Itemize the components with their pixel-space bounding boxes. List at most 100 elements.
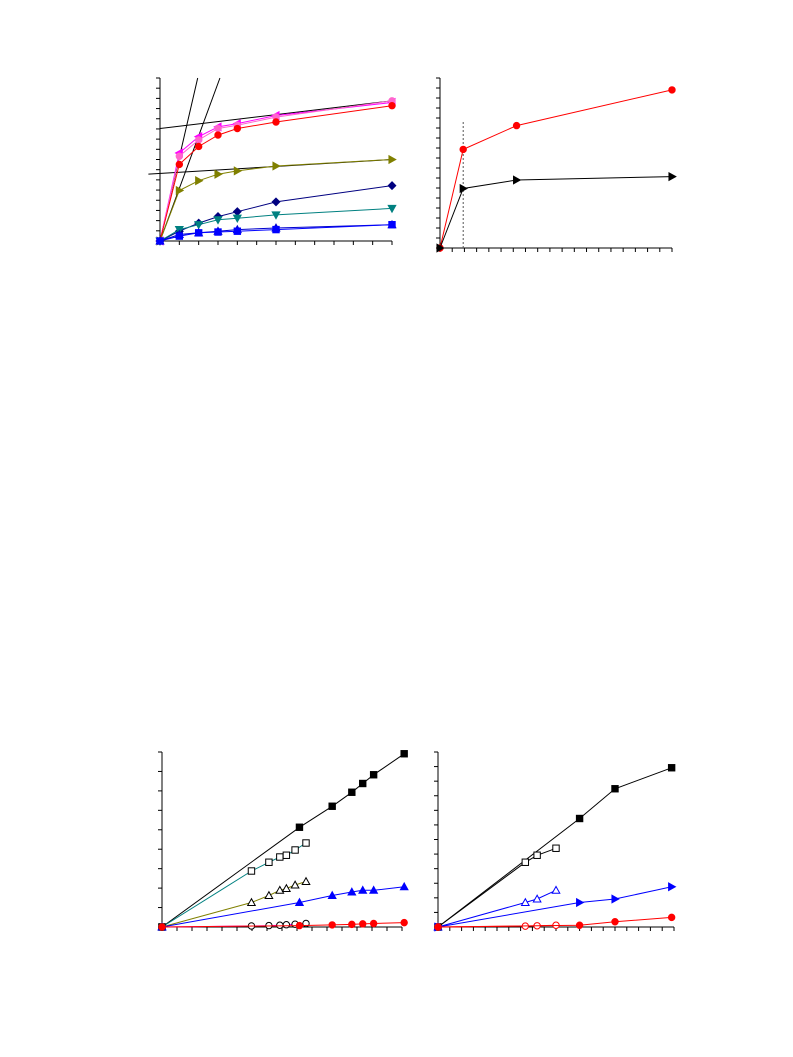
data-point-s1-3 [611, 785, 619, 793]
data-point-s3-4 [275, 885, 285, 894]
data-point-s6-1 [434, 923, 442, 931]
series-line-1 [437, 767, 672, 928]
data-point-s2-6 [291, 846, 299, 854]
series-line-2 [437, 847, 557, 928]
data-point-s3-7 [388, 102, 396, 110]
data-point-s2-3 [533, 851, 541, 859]
data-point-s5-4 [276, 921, 284, 929]
data-point-s2-2 [521, 858, 530, 866]
data-point-s4-4 [347, 887, 357, 896]
data-point-s2-2 [247, 867, 256, 875]
chart-bottom-left [157, 750, 409, 931]
data-point-s6-5 [359, 920, 367, 928]
data-point-s5-7 [387, 181, 397, 191]
data-point-s4-4 [214, 169, 223, 179]
data-point-s6-3 [328, 921, 336, 929]
data-point-s1-2 [295, 823, 304, 831]
data-point-s1-7 [400, 750, 408, 758]
data-point-s8-2 [175, 232, 184, 240]
data-point-s4-2 [576, 897, 585, 908]
data-point-s1-4 [667, 764, 676, 772]
data-point-s4-6 [368, 885, 379, 894]
data-point-s3-4 [214, 131, 222, 139]
data-point-s3-6 [272, 118, 280, 126]
data-point-s6-1 [158, 923, 166, 931]
data-point-s1-4 [668, 86, 676, 94]
data-point-s5-5 [232, 207, 242, 217]
data-point-s6-3 [611, 918, 619, 926]
data-point-s1-5 [359, 779, 367, 788]
data-point-s4-3 [195, 176, 204, 186]
data-point-s2-4 [276, 853, 284, 861]
data-point-s4-5 [358, 885, 368, 894]
series-line-3 [437, 889, 557, 928]
chart-top-right [436, 77, 677, 253]
data-point-s6-7 [400, 918, 408, 927]
data-point-s2-5 [282, 851, 291, 859]
data-point-s2-1 [436, 243, 445, 253]
data-point-s6-3 [194, 221, 204, 230]
data-point-s6-4 [667, 913, 676, 922]
data-point-s3-2 [246, 897, 257, 907]
data-point-s6-5 [232, 214, 242, 224]
data-point-s1-3 [512, 121, 521, 130]
data-point-s8-4 [214, 228, 222, 236]
data-point-s2-2 [175, 152, 184, 160]
data-point-s3-7 [301, 876, 311, 886]
data-point-s4-2 [294, 897, 305, 907]
data-point-s4-4 [668, 882, 677, 892]
data-point-s3-2 [175, 160, 184, 169]
data-point-s3-6 [290, 880, 300, 889]
data-point-s5-6 [271, 197, 281, 207]
data-point-s6-2 [295, 921, 304, 930]
data-point-s1-6 [369, 771, 378, 779]
data-point-s6-6 [271, 211, 281, 220]
data-point-s3-3 [532, 894, 542, 903]
data-point-s2-3 [265, 858, 273, 866]
data-point-s8-3 [194, 229, 203, 237]
data-point-s8-1 [156, 237, 164, 245]
data-point-s6-4 [348, 920, 356, 929]
data-point-s8-7 [388, 221, 396, 229]
series-line-6 [437, 916, 672, 928]
series-line-4 [437, 886, 672, 928]
series-line-2 [439, 176, 673, 249]
chart-top-left [148, 77, 397, 246]
data-point-s6-7 [387, 204, 397, 214]
data-point-s3-5 [281, 883, 292, 893]
data-point-s4-7 [399, 881, 409, 891]
data-point-s4-5 [233, 166, 243, 176]
data-point-s3-2 [520, 897, 530, 907]
data-point-s6-4 [213, 216, 223, 225]
data-point-s4-3 [327, 890, 337, 900]
data-point-s4-2 [175, 185, 185, 196]
data-point-s1-2 [575, 814, 584, 823]
data-point-s3-3 [194, 142, 203, 151]
data-point-s5-5 [282, 921, 291, 929]
data-point-s2-4 [552, 844, 560, 852]
data-point-s6-2 [575, 921, 584, 929]
data-point-s6-6 [369, 919, 378, 928]
data-point-s8-5 [233, 227, 242, 235]
data-point-s4-3 [611, 894, 620, 904]
series-line-3 [159, 105, 393, 242]
series-line-1 [161, 753, 405, 928]
data-point-s4-7 [388, 154, 397, 165]
data-point-s8-6 [272, 225, 280, 234]
chart-bottom-right [433, 751, 677, 932]
data-point-s1-2 [459, 145, 467, 154]
data-point-s2-4 [214, 124, 222, 133]
data-point-s4-6 [272, 161, 281, 171]
data-point-s2-4 [668, 171, 677, 182]
data-point-s1-3 [328, 802, 336, 810]
data-point-s3-4 [551, 885, 561, 894]
data-point-s2-3 [513, 175, 522, 185]
data-point-s1-4 [348, 788, 356, 796]
data-point-s3-5 [233, 124, 242, 133]
data-point-s2-2 [459, 183, 469, 194]
data-point-s2-3 [194, 136, 203, 144]
data-point-s2-7 [302, 839, 310, 847]
data-point-s3-3 [264, 890, 274, 900]
series-line-1 [439, 89, 673, 249]
